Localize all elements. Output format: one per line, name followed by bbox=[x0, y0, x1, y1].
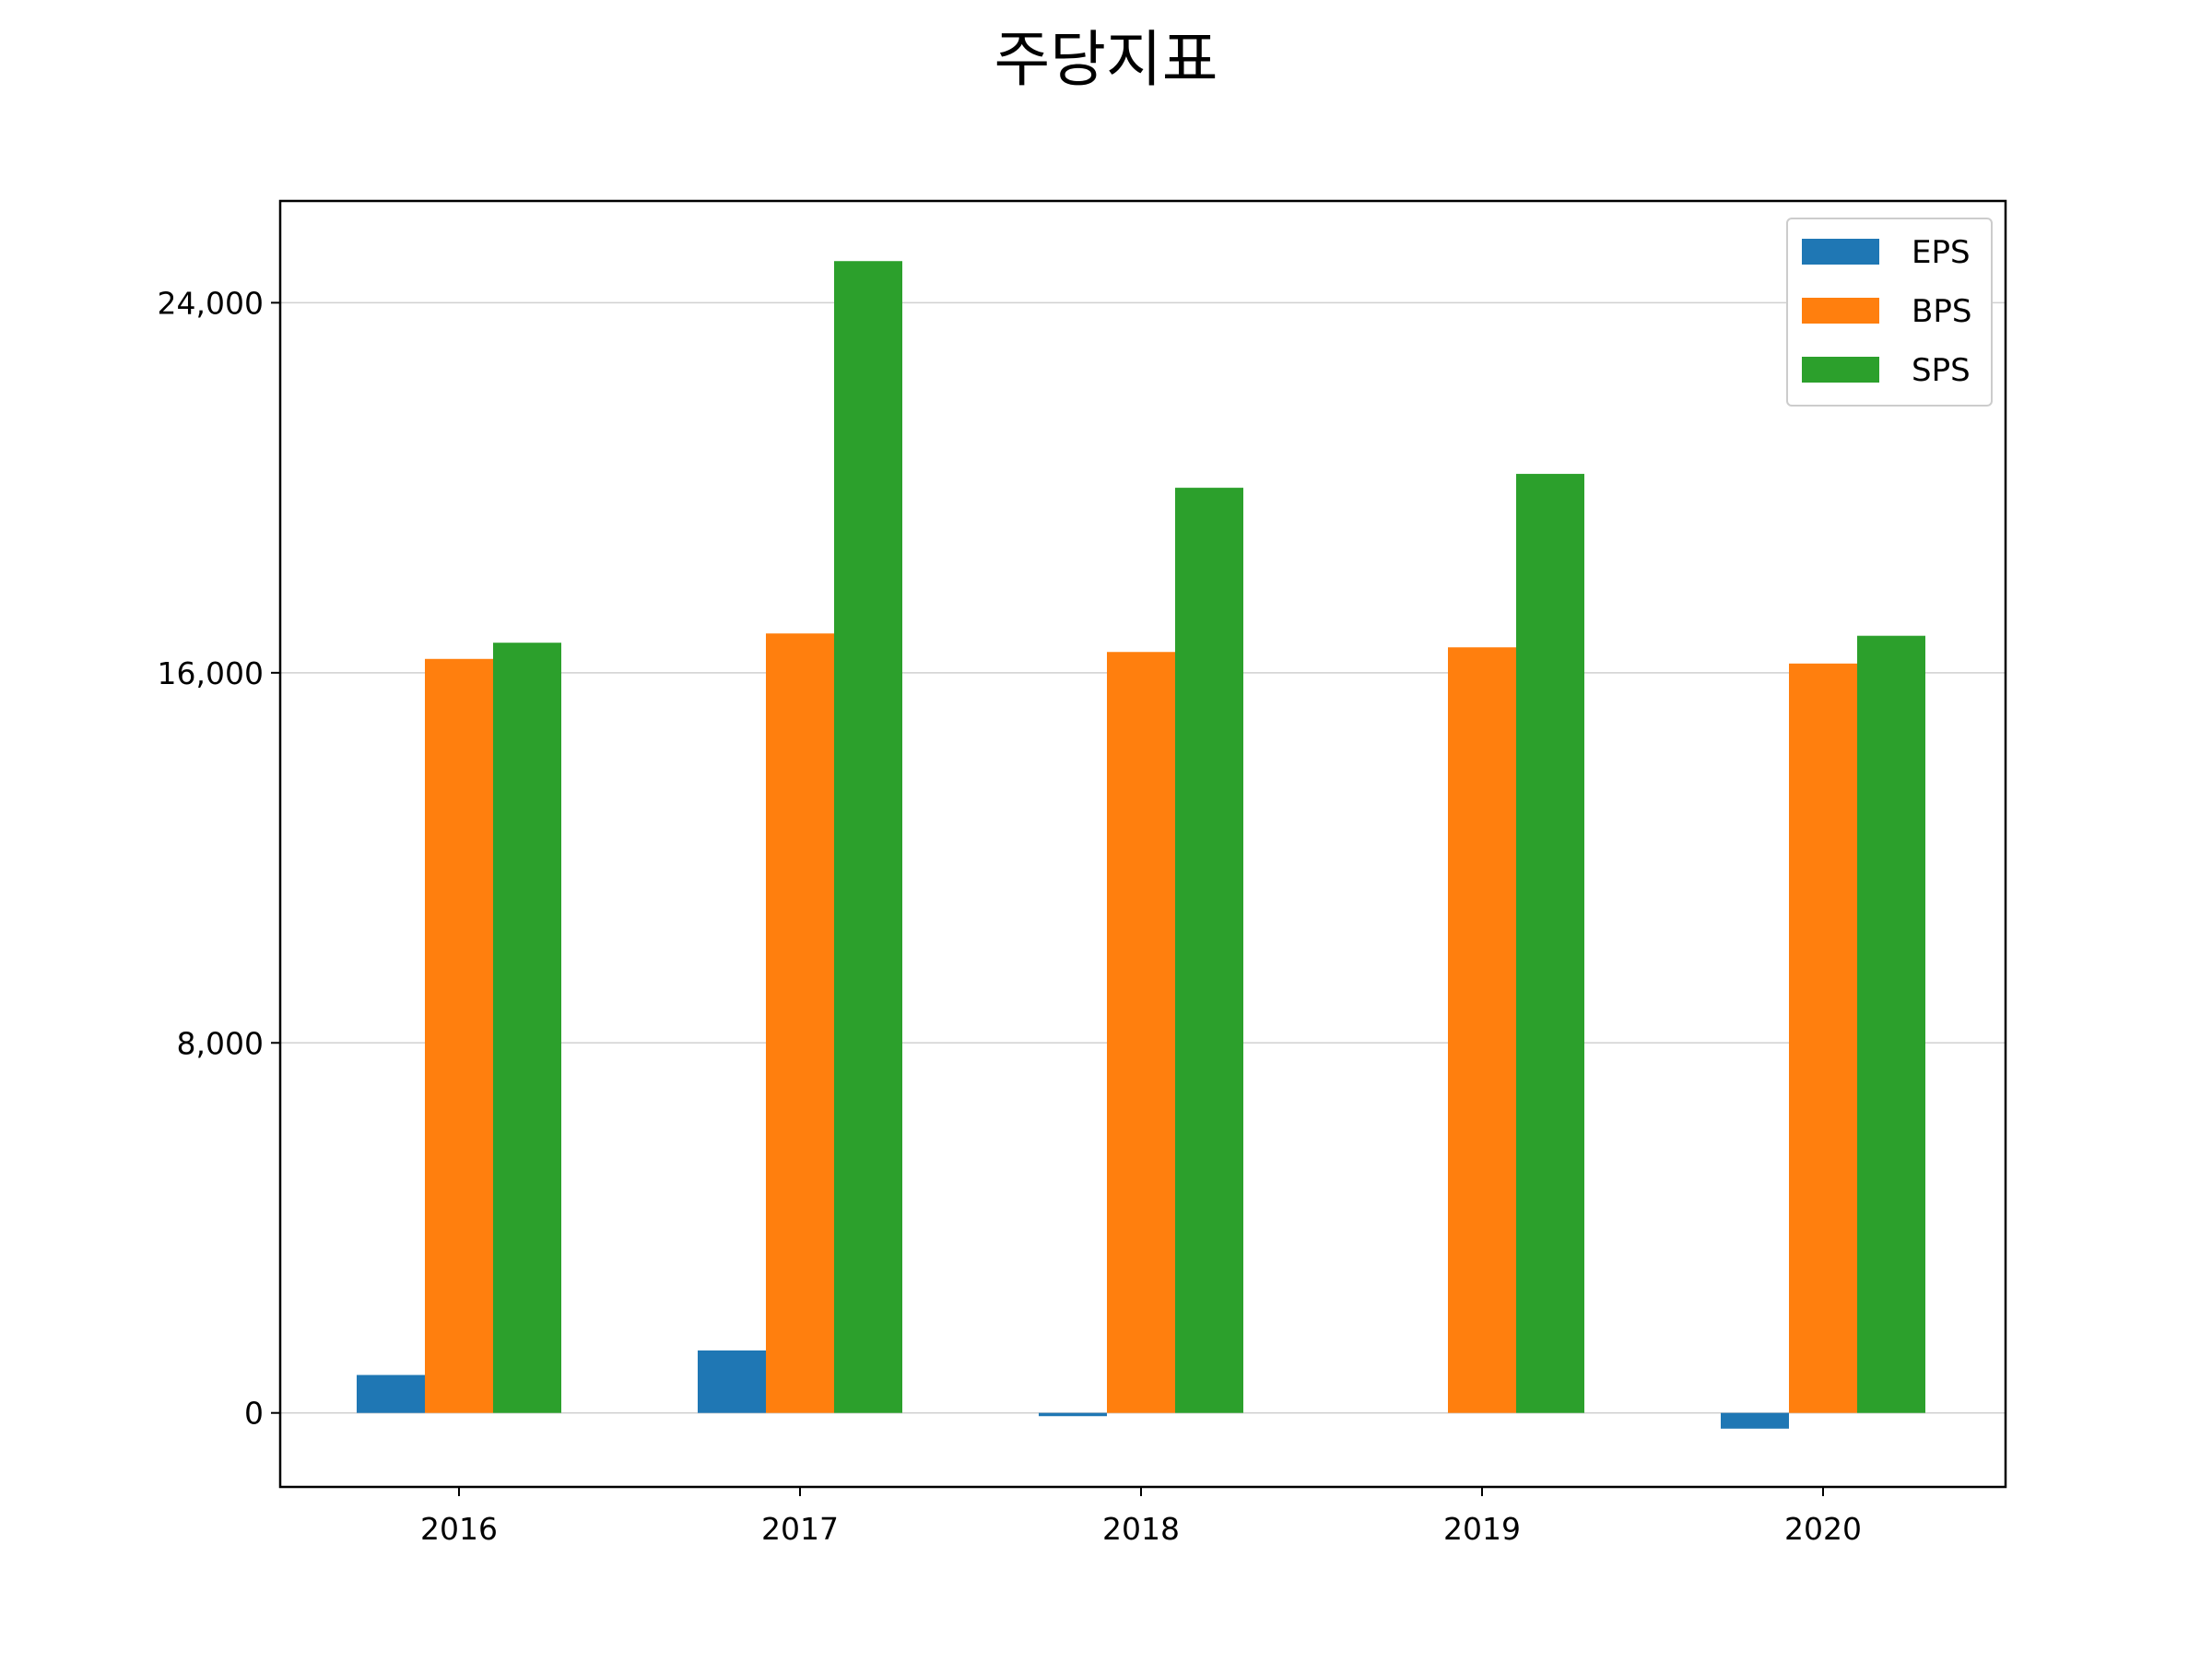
bar-bps-2020 bbox=[1789, 663, 1857, 1413]
bar-sps-2019 bbox=[1516, 474, 1584, 1413]
bar-sps-2016 bbox=[493, 643, 561, 1413]
bar-bps-2018 bbox=[1107, 652, 1175, 1413]
bar-eps-2018 bbox=[1039, 1412, 1107, 1417]
y-tick-label: 8,000 bbox=[177, 1025, 264, 1061]
x-tick-label: 2017 bbox=[761, 1511, 839, 1547]
x-tick-label: 2019 bbox=[1443, 1511, 1521, 1547]
legend-label-eps: EPS bbox=[1912, 234, 1971, 271]
legend-swatch-bps bbox=[1802, 298, 1879, 324]
plot-frame bbox=[278, 199, 2007, 1489]
bar-bps-2019 bbox=[1448, 647, 1516, 1413]
x-tick-label: 2020 bbox=[1784, 1511, 1862, 1547]
y-tick-label: 24,000 bbox=[158, 285, 264, 321]
bar-eps-2020 bbox=[1721, 1412, 1789, 1429]
bar-bps-2017 bbox=[766, 633, 834, 1413]
legend-swatch-eps bbox=[1802, 239, 1879, 265]
y-axis: 0 8,000 16,000 24,000 bbox=[158, 285, 280, 1432]
bars bbox=[357, 261, 1925, 1429]
y-tick-label: 16,000 bbox=[158, 655, 264, 691]
legend-label-sps: SPS bbox=[1912, 352, 1971, 389]
legend: EPS BPS SPS bbox=[1786, 218, 1993, 407]
y-tick-label: 0 bbox=[244, 1396, 264, 1432]
x-tick-label: 2018 bbox=[1102, 1511, 1180, 1547]
x-tick-label: 2016 bbox=[420, 1511, 498, 1547]
bar-sps-2018 bbox=[1175, 488, 1243, 1413]
chart-title: 주당지표 bbox=[994, 24, 1218, 95]
legend-label-bps: BPS bbox=[1912, 293, 1971, 330]
x-axis: 2016 2017 2018 2019 2020 bbox=[420, 1487, 1862, 1547]
bar-sps-2017 bbox=[834, 261, 902, 1413]
legend-swatch-sps bbox=[1802, 357, 1879, 383]
bar-eps-2016 bbox=[357, 1374, 425, 1413]
bar-eps-2017 bbox=[698, 1350, 766, 1413]
bar-sps-2020 bbox=[1857, 635, 1925, 1413]
bar-bps-2016 bbox=[425, 658, 493, 1413]
